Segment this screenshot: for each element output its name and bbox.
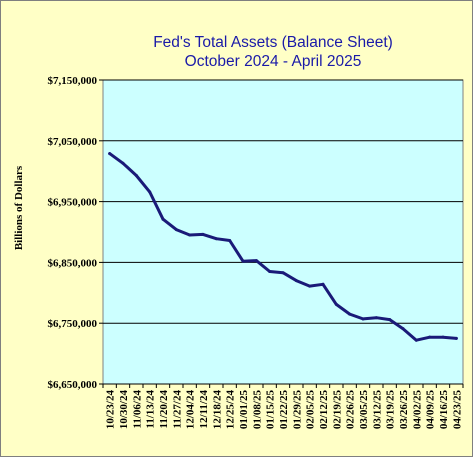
y-axis-ticks: $6,650,000 $6,750,000 $6,850,000 $6,950,000…	[48, 75, 103, 391]
data-point	[161, 217, 165, 221]
x-tick-label: 12/25/24	[225, 390, 237, 430]
x-tick-label: 03/12/25	[371, 390, 383, 430]
x-tick-label: 11/06/24	[131, 390, 143, 429]
data-point	[228, 239, 232, 243]
x-tick-label: 10/23/24	[105, 390, 117, 430]
data-point	[348, 312, 352, 316]
x-tick-label: 01/29/25	[291, 390, 303, 430]
data-point	[108, 152, 112, 156]
data-point	[334, 302, 338, 306]
y-tick-label: $6,650,000	[48, 379, 98, 391]
x-tick-label: 03/26/25	[398, 390, 410, 430]
x-tick-label: 12/11/24	[198, 390, 210, 429]
x-tick-label: 11/20/24	[158, 390, 170, 429]
data-point	[361, 317, 365, 321]
x-tick-label: 10/30/24	[118, 390, 130, 430]
data-point	[401, 327, 405, 331]
data-point	[308, 284, 312, 288]
y-tick-label: $6,850,000	[48, 257, 98, 269]
x-tick-label: 02/12/25	[318, 390, 330, 430]
data-point	[201, 232, 205, 236]
x-tick-label: 04/09/25	[425, 390, 437, 430]
x-tick-label: 12/04/24	[185, 390, 197, 430]
y-tick-label: $6,750,000	[48, 318, 98, 330]
x-tick-label: 01/22/25	[278, 390, 290, 430]
y-tick-label: $7,150,000	[48, 75, 98, 87]
data-point	[294, 279, 298, 283]
x-tick-label: 03/19/25	[385, 390, 397, 430]
data-point	[241, 259, 245, 263]
x-tick-label: 04/23/25	[451, 390, 463, 430]
y-tick-label: $7,050,000	[48, 136, 98, 148]
y-axis-label: Billions of Dollars	[13, 165, 25, 250]
data-point	[281, 271, 285, 275]
data-point	[441, 335, 445, 339]
x-tick-label: 01/15/25	[265, 390, 277, 430]
data-point	[414, 338, 418, 342]
x-tick-label: 01/08/25	[251, 390, 263, 430]
data-point	[388, 318, 392, 322]
data-point	[121, 161, 125, 165]
chart-subtitle: October 2024 - April 2025	[184, 53, 362, 70]
data-point	[374, 316, 378, 320]
data-point	[148, 190, 152, 194]
plot-area	[102, 79, 464, 385]
y-tick-label: $6,950,000	[48, 197, 98, 209]
x-tick-label: 03/05/25	[358, 390, 370, 430]
data-point	[214, 237, 218, 241]
data-point	[321, 282, 325, 286]
data-point	[254, 259, 258, 263]
data-point	[134, 173, 138, 177]
data-points	[108, 152, 458, 342]
data-point	[268, 270, 272, 274]
x-axis-ticks: 10/23/24 10/30/24 11/06/24 11/13/24 11/20/24…	[102, 384, 464, 430]
data-point	[428, 335, 432, 339]
x-tick-label: 02/19/25	[331, 390, 343, 430]
x-tick-label: 02/26/25	[345, 390, 357, 430]
gridlines	[103, 79, 463, 385]
data-point	[188, 233, 192, 237]
x-tick-label: 04/16/25	[438, 390, 450, 430]
x-tick-label: 11/27/24	[171, 390, 183, 429]
x-tick-label: 04/02/25	[411, 390, 423, 430]
chart-title: Fed's Total Assets (Balance Sheet)	[153, 34, 393, 51]
chart-title-block: Fed's Total Assets (Balance Sheet) Octob…	[41, 33, 473, 71]
data-point	[174, 228, 178, 232]
x-tick-label: 11/13/24	[145, 390, 157, 429]
x-tick-label: 12/18/24	[211, 390, 223, 430]
x-tick-label: 02/05/25	[305, 390, 317, 430]
x-tick-label: 01/01/25	[238, 390, 250, 430]
data-point	[454, 336, 458, 340]
